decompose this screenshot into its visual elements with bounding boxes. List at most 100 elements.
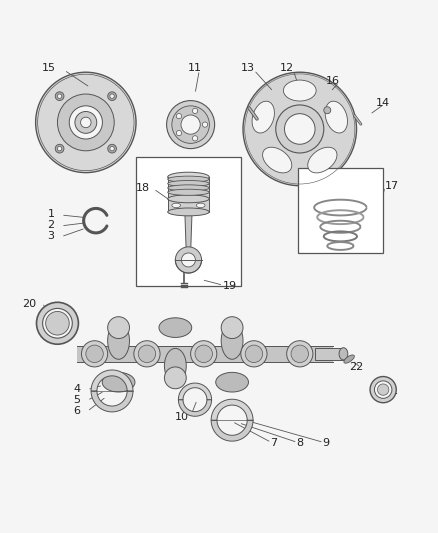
Bar	[136, 157, 241, 286]
Circle shape	[177, 114, 182, 119]
Text: 20: 20	[22, 298, 36, 309]
Circle shape	[172, 106, 209, 143]
Bar	[77, 346, 332, 362]
Circle shape	[81, 341, 108, 367]
Text: 12: 12	[279, 63, 294, 73]
Ellipse shape	[168, 172, 209, 182]
Circle shape	[291, 345, 308, 362]
Circle shape	[374, 381, 392, 398]
Ellipse shape	[168, 189, 209, 195]
Text: 8: 8	[296, 438, 304, 448]
Ellipse shape	[159, 318, 192, 337]
Text: 6: 6	[74, 406, 81, 416]
Bar	[297, 168, 383, 253]
Ellipse shape	[216, 373, 248, 392]
Circle shape	[221, 317, 243, 338]
Text: 13: 13	[240, 63, 254, 73]
Circle shape	[175, 247, 201, 273]
Ellipse shape	[339, 348, 348, 360]
Circle shape	[164, 367, 186, 389]
Bar	[168, 199, 209, 212]
Ellipse shape	[263, 147, 292, 173]
Text: 7: 7	[270, 438, 277, 448]
Circle shape	[108, 92, 117, 101]
Circle shape	[108, 144, 117, 153]
Circle shape	[86, 345, 103, 362]
Ellipse shape	[168, 176, 209, 182]
Polygon shape	[211, 399, 253, 420]
Bar	[168, 177, 209, 199]
Ellipse shape	[168, 208, 209, 216]
Circle shape	[181, 115, 200, 134]
Circle shape	[110, 94, 114, 99]
Text: 14: 14	[376, 98, 390, 108]
Circle shape	[202, 122, 208, 127]
Ellipse shape	[168, 185, 209, 191]
Circle shape	[177, 131, 182, 136]
Text: 1: 1	[47, 209, 54, 219]
Ellipse shape	[283, 80, 316, 101]
Text: 2: 2	[47, 220, 54, 230]
Circle shape	[134, 341, 160, 367]
Circle shape	[192, 108, 198, 114]
Text: 5: 5	[74, 394, 81, 405]
Ellipse shape	[172, 203, 180, 207]
Circle shape	[75, 111, 97, 133]
Circle shape	[138, 345, 155, 362]
Circle shape	[69, 106, 102, 139]
Circle shape	[378, 384, 389, 395]
Circle shape	[181, 253, 195, 267]
Ellipse shape	[221, 322, 243, 359]
Ellipse shape	[108, 322, 130, 359]
Circle shape	[57, 147, 62, 151]
Text: 17: 17	[385, 181, 399, 191]
Text: 11: 11	[188, 63, 202, 73]
Circle shape	[245, 345, 263, 362]
Ellipse shape	[164, 349, 186, 383]
Circle shape	[186, 120, 195, 129]
Circle shape	[42, 309, 72, 338]
Circle shape	[243, 72, 357, 185]
Ellipse shape	[344, 355, 354, 363]
Polygon shape	[91, 391, 133, 412]
Text: 9: 9	[322, 438, 329, 448]
Circle shape	[370, 376, 396, 403]
Text: 15: 15	[42, 63, 56, 73]
Bar	[315, 348, 343, 360]
Text: 19: 19	[223, 281, 237, 291]
Circle shape	[55, 92, 64, 101]
Circle shape	[191, 341, 217, 367]
Circle shape	[81, 117, 91, 128]
Polygon shape	[91, 370, 133, 391]
Circle shape	[108, 317, 130, 338]
Text: 3: 3	[47, 231, 54, 241]
Circle shape	[192, 136, 198, 141]
Polygon shape	[178, 400, 212, 416]
Ellipse shape	[325, 101, 347, 133]
Circle shape	[35, 72, 136, 173]
Circle shape	[166, 101, 215, 149]
Ellipse shape	[102, 373, 135, 392]
Circle shape	[46, 311, 69, 335]
Circle shape	[287, 341, 313, 367]
Circle shape	[276, 105, 324, 153]
Text: 10: 10	[175, 412, 189, 422]
Text: 18: 18	[135, 183, 150, 193]
Polygon shape	[211, 420, 253, 441]
Polygon shape	[185, 215, 192, 253]
Circle shape	[36, 302, 78, 344]
Circle shape	[81, 117, 91, 128]
Polygon shape	[178, 383, 212, 400]
Circle shape	[241, 341, 267, 367]
Ellipse shape	[308, 147, 337, 173]
Circle shape	[57, 94, 62, 99]
Ellipse shape	[196, 203, 205, 207]
Ellipse shape	[252, 101, 275, 133]
Ellipse shape	[168, 195, 209, 203]
Circle shape	[57, 94, 114, 151]
Circle shape	[324, 107, 331, 114]
Circle shape	[110, 147, 114, 151]
Circle shape	[55, 144, 64, 153]
Text: 21: 21	[385, 386, 399, 396]
Text: 22: 22	[350, 362, 364, 372]
